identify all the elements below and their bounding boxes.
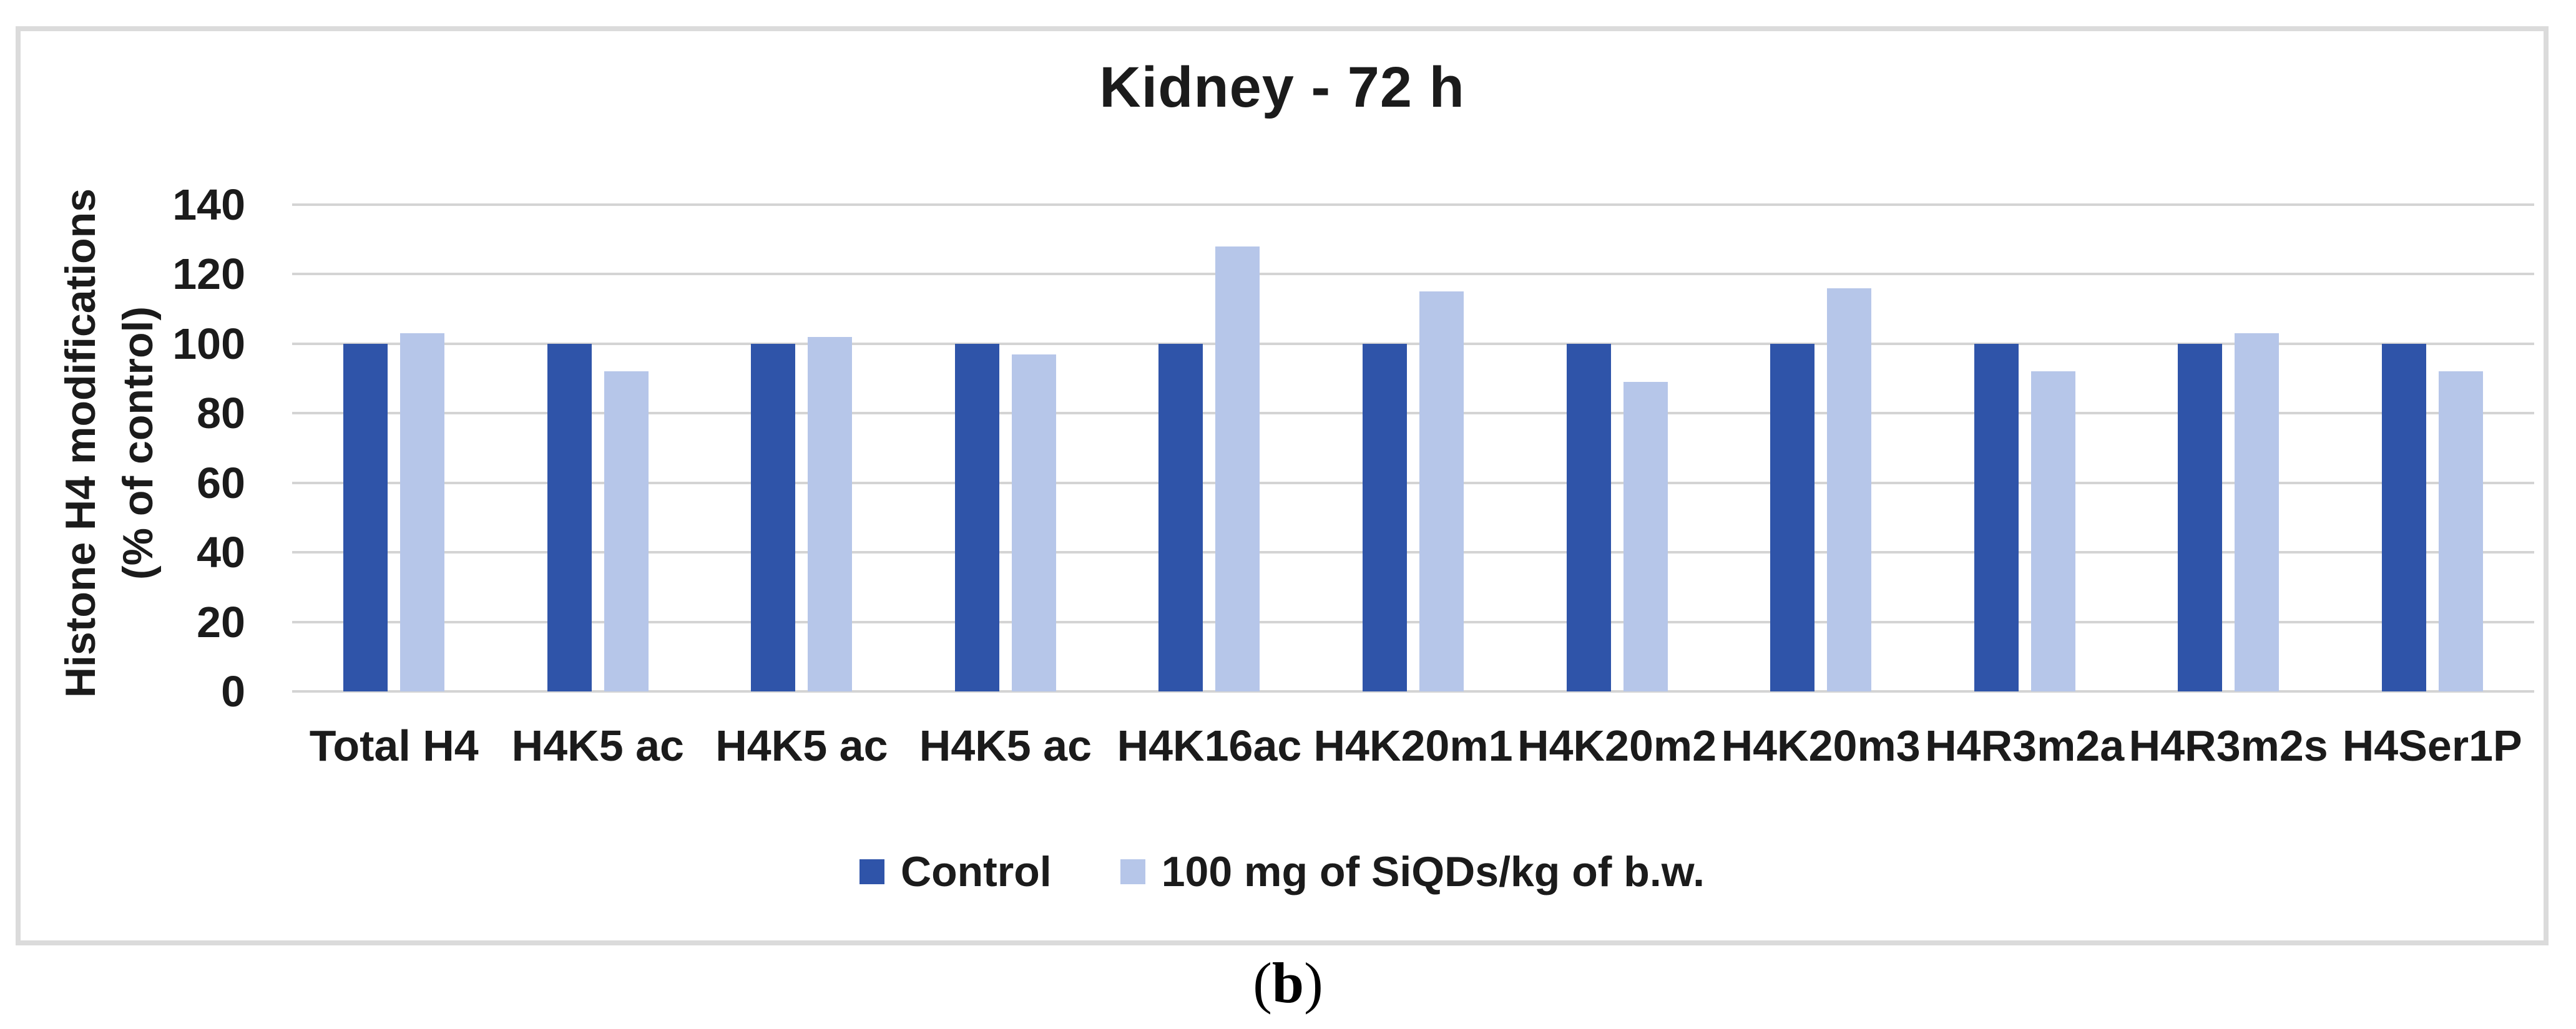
bar-treatment-h4k5-ac <box>808 336 853 691</box>
bar-control-h4k5-ac <box>954 343 999 691</box>
bar-group-h4k20m2 <box>1515 205 1719 691</box>
gridline-140 <box>292 203 2534 206</box>
bar-control-h4r3m2a <box>1974 343 2019 691</box>
x-axis-label-h4r3m2s: H4R3m2s <box>2128 721 2328 770</box>
bar-group-total-h4 <box>292 205 496 691</box>
y-tick-label-60: 60 <box>197 458 245 507</box>
bar-series <box>292 205 2534 691</box>
gridline-0 <box>292 690 2534 693</box>
bar-group-h4r3m2a <box>1922 205 2127 691</box>
bar-control-h4k5-ac <box>547 343 592 691</box>
bar-control-h4r3m2s <box>2178 343 2223 691</box>
x-axis-label-h4k20m1: H4K20m1 <box>1313 721 1513 770</box>
bar-group-h4ser1p <box>2330 205 2534 691</box>
bar-control-h4k20m2 <box>1566 343 1611 691</box>
bar-group-h4k5-ac <box>904 205 1108 691</box>
x-axis-label-total-h4: Total H4 <box>309 721 479 770</box>
gridline-100 <box>292 342 2534 345</box>
x-axis-label-h4k5-ac: H4K5 ac <box>511 721 684 770</box>
plot-area <box>292 203 2534 693</box>
bar-group-h4k5-ac <box>496 205 700 691</box>
bar-control-h4k16ac <box>1158 343 1203 691</box>
caption-paren-close: ) <box>1304 951 1323 1015</box>
bar-treatment-h4k5-ac <box>604 371 649 691</box>
x-axis-labels: Total H4 H4K5 ac H4K5 ac H4K5 ac H4K16ac H4K2… <box>292 718 2534 774</box>
y-axis-title: Histone H4 modifications (% of control) <box>52 150 167 736</box>
legend: Control 100 mg of SiQDs/kg of b.w. <box>21 847 2544 896</box>
legend-label-control: Control <box>900 848 1052 895</box>
bar-control-total-h4 <box>343 343 388 691</box>
x-axis-label-h4k16ac: H4K16ac <box>1117 721 1302 770</box>
y-tick-label-0: 0 <box>221 667 245 716</box>
bar-group-h4k20m1 <box>1311 205 1516 691</box>
x-axis-label-h4k5-ac: H4K5 ac <box>715 721 888 770</box>
bar-treatment-h4k20m3 <box>1827 288 1872 691</box>
bar-group-h4k16ac <box>1107 205 1311 691</box>
figure-caption: (b) <box>0 950 2576 1016</box>
gridline-20 <box>292 620 2534 623</box>
bar-group-h4r3m2s <box>2127 205 2331 691</box>
bar-control-h4k20m1 <box>1363 343 1407 691</box>
chart-frame: Kidney - 72 h Histone H4 modifications (… <box>16 26 2549 945</box>
legend-swatch-control <box>859 859 884 884</box>
legend-item-control: Control <box>859 847 1052 896</box>
bar-treatment-h4r3m2a <box>2030 371 2075 691</box>
bar-group-h4k20m3 <box>1719 205 1923 691</box>
gridline-60 <box>292 481 2534 484</box>
bar-treatment-total-h4 <box>400 333 445 691</box>
bar-treatment-h4k16ac <box>1215 246 1260 691</box>
bar-control-h4k5-ac <box>751 343 796 691</box>
x-axis-label-h4r3m2a: H4R3m2a <box>1925 721 2125 770</box>
x-axis-label-h4k20m2: H4K20m2 <box>1517 721 1717 770</box>
bar-treatment-h4k20m1 <box>1419 291 1464 691</box>
y-tick-label-140: 140 <box>172 180 245 229</box>
gridline-120 <box>292 273 2534 276</box>
y-tick-label-40: 40 <box>197 528 245 577</box>
y-tick-label-80: 80 <box>197 389 245 438</box>
legend-swatch-treatment <box>1120 859 1145 884</box>
gridline-40 <box>292 551 2534 554</box>
bar-treatment-h4k5-ac <box>1011 354 1056 691</box>
bar-treatment-h4ser1p <box>2438 371 2483 691</box>
chart-title: Kidney - 72 h <box>1099 56 1465 119</box>
y-tick-label-120: 120 <box>172 250 245 299</box>
caption-paren-open: ( <box>1253 951 1272 1015</box>
x-axis-label-h4k20m3: H4K20m3 <box>1721 721 1921 770</box>
bar-treatment-h4k20m2 <box>1623 382 1668 691</box>
bar-group-h4k5-ac <box>700 205 904 691</box>
y-tick-label-100: 100 <box>172 319 245 368</box>
legend-label-treatment: 100 mg of SiQDs/kg of b.w. <box>1161 848 1705 895</box>
bar-control-h4ser1p <box>2381 343 2426 691</box>
x-axis-label-h4ser1p: H4Ser1P <box>2342 721 2522 770</box>
x-axis-label-h4k5-ac: H4K5 ac <box>919 721 1092 770</box>
caption-letter: b <box>1271 951 1305 1015</box>
bar-control-h4k20m3 <box>1770 343 1815 691</box>
y-tick-label-20: 20 <box>197 597 245 646</box>
gridline-80 <box>292 412 2534 415</box>
bar-treatment-h4r3m2s <box>2235 333 2280 691</box>
legend-item-treatment: 100 mg of SiQDs/kg of b.w. <box>1120 847 1705 896</box>
